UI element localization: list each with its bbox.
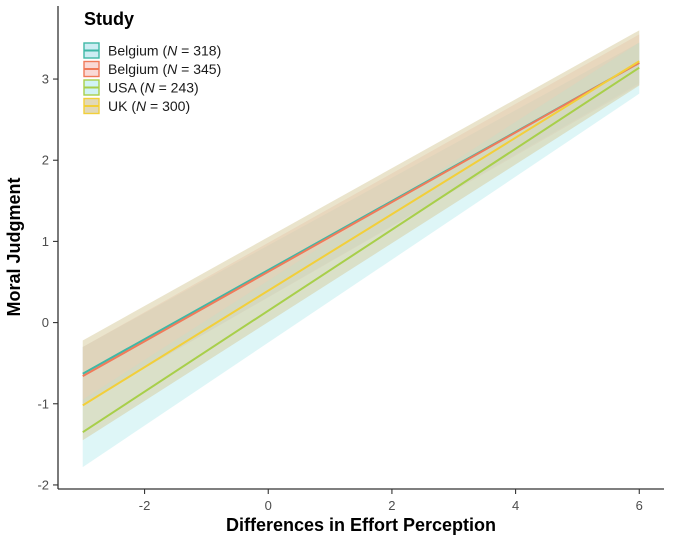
legend-label: Belgium (N = 345) — [108, 61, 221, 77]
lines-layer — [82, 60, 640, 434]
y-tick-label: -1 — [37, 396, 49, 411]
y-tick-label: -2 — [37, 477, 49, 492]
bands-layer — [82, 30, 640, 468]
legend-label: Belgium (N = 318) — [108, 43, 221, 59]
x-tick-label: 0 — [265, 498, 272, 513]
y-tick-label: 3 — [42, 72, 49, 87]
x-tick-label: -2 — [139, 498, 151, 513]
y-tick-label: 0 — [42, 315, 49, 330]
y-axis-title: Moral Judgment — [4, 177, 24, 316]
legend-entry: USA (N = 243) — [83, 79, 199, 96]
x-tick-label: 4 — [512, 498, 519, 513]
legend-entry: UK (N = 300) — [83, 97, 190, 115]
y-tick-label: 2 — [42, 153, 49, 168]
x-axis-title: Differences in Effort Perception — [226, 515, 496, 535]
x-tick-label: 2 — [388, 498, 395, 513]
confidence-band-uk-n-300-3 — [82, 30, 640, 441]
series-line-belgium-n-345-1 — [82, 61, 640, 378]
legend-title: Study — [84, 9, 134, 29]
x-tick-label: 6 — [636, 498, 643, 513]
legend-label: UK (N = 300) — [108, 98, 190, 114]
legend-label: USA (N = 243) — [108, 80, 199, 96]
y-tick-label: 1 — [42, 234, 49, 249]
series-line-usa-n-243-2 — [82, 66, 640, 434]
y-ticks: -2 -1 0 1 2 3 — [37, 72, 58, 492]
x-ticks: -2 0 2 4 6 — [139, 489, 643, 513]
legend: Study Belgium (N = 318) Belgium (N = 345)… — [83, 9, 221, 115]
series-line-uk-n-300-3 — [82, 60, 640, 407]
legend-entry: Belgium (N = 345) — [83, 60, 221, 78]
legend-entry: Belgium (N = 318) — [83, 42, 221, 59]
